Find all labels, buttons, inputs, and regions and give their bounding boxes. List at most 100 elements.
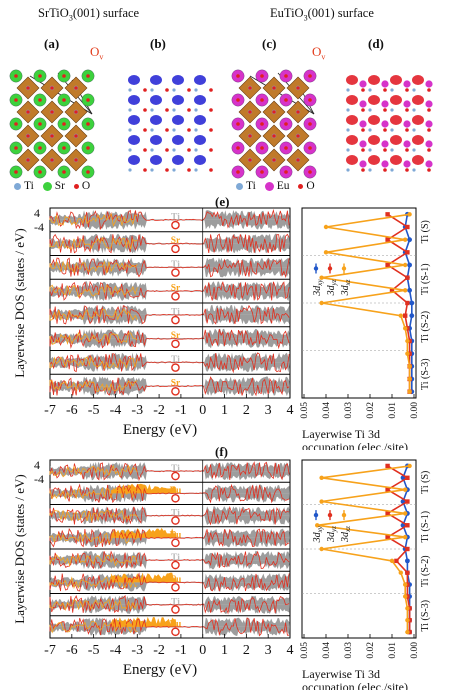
occupation-point: [405, 546, 410, 552]
total-dos-down: [50, 267, 290, 278]
o-atom: [86, 170, 90, 174]
o-atom: [38, 98, 42, 102]
ti-atom: [412, 128, 416, 132]
total-dos-down: [50, 338, 290, 349]
occupation-point: [407, 212, 412, 217]
spin-density-lobe: [368, 155, 380, 165]
o-atom: [383, 168, 387, 172]
panel-label-b: (b): [150, 36, 166, 51]
legend-marker: [341, 266, 347, 271]
occupation-layer-label: Ti (S-1): [420, 511, 431, 543]
o-2p-dos-line: [49, 260, 138, 274]
vacancy-marker-icon: [171, 268, 180, 277]
vacancy-label-sr: Ov: [90, 44, 104, 62]
occupation-x-label-line1: Layerwise Ti 3d: [302, 427, 380, 441]
occupation-point: [403, 511, 408, 516]
occupation-point: [398, 570, 403, 575]
occupation-point: [407, 364, 412, 369]
o-atom: [236, 98, 240, 102]
total-dos-down: [50, 604, 290, 614]
o-atom: [209, 128, 213, 132]
spin-density-lobe: [390, 115, 402, 125]
ti-atom: [390, 88, 394, 92]
ti-atom: [194, 108, 198, 112]
x-tick-label: 0.00: [410, 642, 420, 659]
o-atom: [260, 98, 264, 102]
o-atom: [308, 98, 312, 102]
vacancy-marker-icon: [171, 538, 180, 548]
ti-3d-dos-line: [49, 572, 290, 592]
eu-4f-dos: [111, 483, 177, 494]
spin-density-lobe: [412, 155, 424, 165]
o-atom: [383, 128, 387, 132]
o-atom: [38, 74, 42, 78]
o-atom: [272, 86, 276, 90]
o-atom: [14, 98, 18, 102]
o-atom: [165, 108, 169, 112]
occupation-plot-e: Ti (S)Ti (S-1)Ti (S-2)Ti (S-3)3dxy3dyz3d…: [300, 207, 431, 450]
o-2p-dos-line: [49, 331, 138, 345]
o-atom: [14, 74, 18, 78]
spin-density-lobe: [390, 135, 402, 145]
spin-density-lobe: [368, 95, 380, 105]
ti-atom: [128, 168, 132, 172]
x-tick-label: 0.02: [366, 402, 376, 419]
o-atom: [187, 108, 191, 112]
o-atom: [74, 86, 78, 90]
o-atom: [361, 128, 365, 132]
legend-subscript: yz: [330, 279, 338, 286]
total-dos-up: [50, 328, 290, 339]
vacancy-marker-icon: [171, 582, 180, 592]
o-atom: [284, 146, 288, 150]
a-site-atom: [381, 160, 389, 168]
occupation-point: [405, 250, 410, 255]
ti-atom-icon: [236, 182, 243, 190]
o-atom: [383, 88, 387, 92]
occupation-point: [405, 606, 410, 611]
eutio3-surface-title: EuTiO3(001) surface: [270, 6, 374, 23]
ti-atom: [368, 108, 372, 112]
ti-atom: [128, 88, 132, 92]
o-atom: [260, 74, 264, 78]
occupation-layer-label: Ti (S): [420, 220, 431, 243]
o-atom: [361, 148, 365, 152]
spin-density-lobe: [346, 95, 358, 105]
ti-3d-dos-line: [49, 352, 290, 374]
occupation-point: [405, 582, 410, 587]
occupation-point: [315, 523, 320, 528]
o-atom: [143, 168, 147, 172]
spin-density-lobe: [172, 75, 184, 85]
spin-density-lobe: [368, 115, 380, 125]
x-tick-label: -3: [131, 403, 143, 418]
o-atom: [236, 146, 240, 150]
occupation-point: [385, 262, 390, 268]
occupation-point: [405, 629, 410, 635]
a-site-atom: [381, 80, 389, 88]
srtio3-surface-title: SrTiO3(001) surface: [38, 6, 140, 23]
srtio3-structure-image: [9, 69, 95, 179]
o-atom: [143, 108, 147, 112]
o-atom: [284, 74, 288, 78]
o-atom: [86, 122, 90, 126]
layer-label-ti: Ti: [171, 260, 180, 270]
o-2p-dos-line: [49, 598, 138, 611]
eutio3-spin-density-image: [346, 75, 433, 172]
spin-density-lobe: [368, 75, 380, 85]
ti-3d-dos-line: [49, 233, 290, 254]
ti-atom: [368, 148, 372, 152]
ti-atom: [128, 108, 132, 112]
vacancy-marker-icon: [171, 292, 180, 301]
o-atom: [284, 98, 288, 102]
legend-subscript: xz: [344, 526, 352, 533]
occupation-point: [407, 389, 412, 394]
atom-legend-eutio3: Ti Eu O: [236, 180, 315, 192]
total-dos-down: [50, 314, 290, 325]
occupation-layer-label: Ti (S-3): [420, 358, 431, 390]
o-atom: [248, 134, 252, 138]
spin-density-lobe: [150, 115, 162, 125]
vacancy-marker-icon: [171, 471, 180, 481]
panel-label-c: (c): [262, 36, 277, 51]
o-atom: [284, 122, 288, 126]
o-2p-dos-line: [49, 308, 138, 322]
a-site-atom: [403, 100, 411, 108]
